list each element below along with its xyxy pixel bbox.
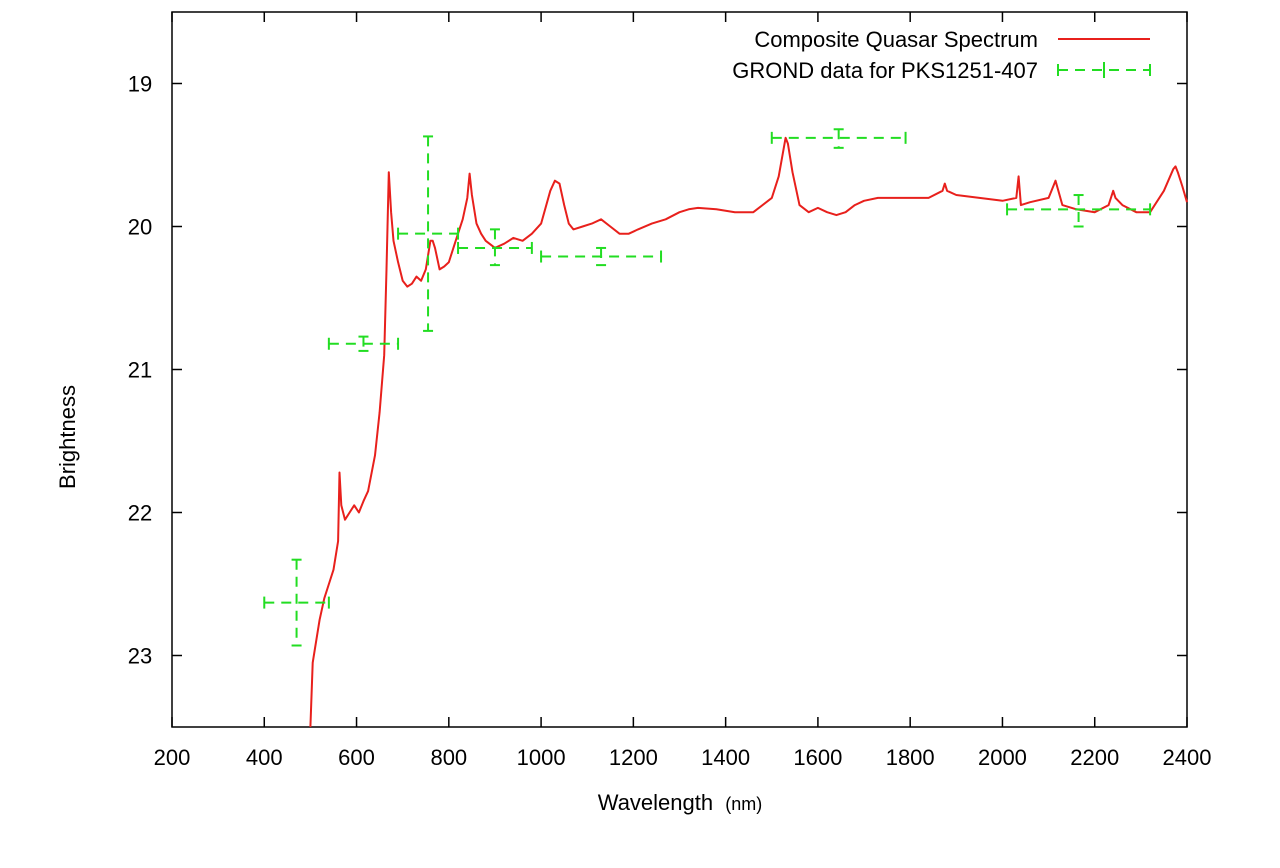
x-tick-label: 1200 [609, 745, 658, 770]
grond-point [263, 558, 330, 647]
x-axis-label: Wavelength (nm) [598, 790, 763, 815]
x-tick-label: 2200 [1070, 745, 1119, 770]
x-tick-label: 200 [154, 745, 191, 770]
grond-point [540, 246, 663, 267]
x-tick-label: 1400 [701, 745, 750, 770]
y-tick-label: 20 [128, 215, 152, 240]
x-tick-label: 1600 [793, 745, 842, 770]
y-axis-label: Brightness [55, 385, 80, 489]
series-grond-data [263, 128, 1152, 647]
plot-frame [171, 11, 1188, 728]
x-tick-label: 1800 [886, 745, 935, 770]
y-tick-label: 23 [128, 644, 152, 669]
legend-swatch-grond [1057, 62, 1151, 78]
legend-label-grond: GROND data for PKS1251-407 [732, 58, 1038, 83]
series-composite-quasar-spectrum [309, 136, 1188, 728]
y-tick-label: 21 [128, 358, 152, 383]
legend-label-spectrum: Composite Quasar Spectrum [754, 27, 1038, 52]
x-tick-label: 2000 [978, 745, 1027, 770]
x-axis: 200 400 600 800 1000 1200 1400 1600 1800 2000 2200… [154, 12, 1212, 770]
x-axis-label-text: Wavelength [598, 790, 713, 815]
legend: Composite Quasar Spectrum GROND data for… [732, 27, 1151, 83]
y-tick-label: 19 [128, 72, 152, 97]
grond-point [397, 135, 460, 332]
grond-point [327, 335, 400, 352]
x-tick-label: 400 [246, 745, 283, 770]
x-tick-label: 2400 [1163, 745, 1212, 770]
y-axis: 19 20 21 22 23 [128, 72, 1187, 669]
grond-point [770, 128, 907, 149]
x-tick-label: 1000 [517, 745, 566, 770]
x-axis-unit: (nm) [725, 794, 762, 814]
grond-point [457, 228, 533, 267]
spectrum-line [309, 136, 1188, 728]
x-tick-label: 600 [338, 745, 375, 770]
x-tick-label: 800 [430, 745, 467, 770]
y-tick-label: 22 [128, 501, 152, 526]
grond-point [1006, 194, 1152, 228]
